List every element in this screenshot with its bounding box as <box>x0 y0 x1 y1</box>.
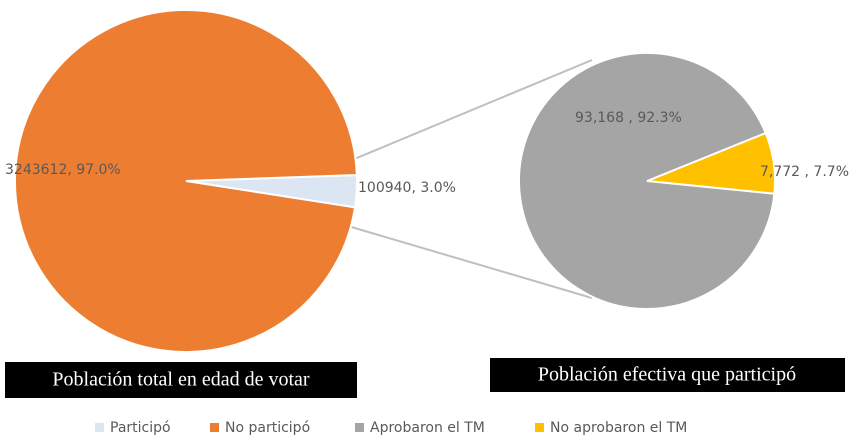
legend-label: Participó <box>110 420 171 436</box>
connector-line <box>347 225 593 299</box>
legend-swatch <box>210 423 219 432</box>
data-label: 93,168 , 92.3% <box>575 110 682 126</box>
title-box <box>5 362 357 398</box>
connector-line <box>351 59 593 161</box>
legend-label: Aprobaron el TM <box>370 420 485 436</box>
legend-label: No participó <box>225 420 310 436</box>
legend-swatch <box>95 423 104 432</box>
data-label: 3243612, 97.0% <box>5 162 121 178</box>
title-box <box>490 358 845 392</box>
chart-title: Población total en edad de votar <box>52 369 309 391</box>
chart-title: Población efectiva que participó <box>538 364 796 386</box>
legend-swatch <box>535 423 544 432</box>
data-label: 100940, 3.0% <box>358 180 456 196</box>
legend-label: No aprobaron el TM <box>550 420 687 436</box>
pie-slice <box>14 9 358 353</box>
legend-swatch <box>355 423 364 432</box>
data-label: 7,772 , 7.7% <box>760 164 849 180</box>
pie-slice <box>518 52 776 310</box>
